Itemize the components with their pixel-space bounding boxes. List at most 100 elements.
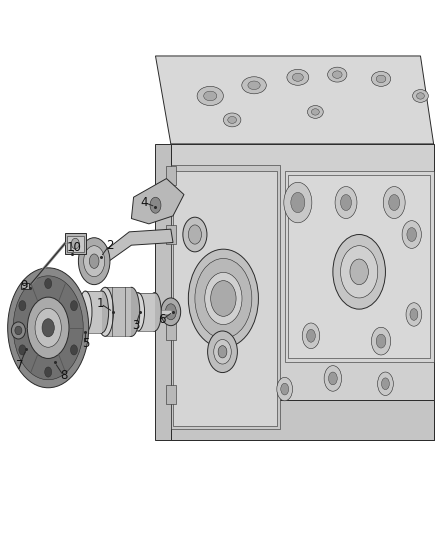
Ellipse shape [35, 308, 61, 348]
Ellipse shape [371, 71, 391, 86]
Ellipse shape [27, 297, 69, 358]
Ellipse shape [381, 378, 389, 390]
Bar [21, 283, 29, 289]
Ellipse shape [97, 287, 113, 336]
Ellipse shape [307, 106, 323, 118]
Text: 4: 4 [141, 196, 148, 209]
Ellipse shape [208, 331, 237, 373]
Ellipse shape [19, 345, 26, 355]
Ellipse shape [402, 221, 421, 248]
Text: 9: 9 [20, 279, 28, 292]
Polygon shape [288, 175, 430, 358]
Polygon shape [85, 291, 102, 333]
Ellipse shape [410, 309, 418, 320]
Ellipse shape [183, 217, 207, 252]
Ellipse shape [211, 280, 236, 316]
Polygon shape [99, 229, 173, 264]
Ellipse shape [383, 187, 405, 219]
Ellipse shape [71, 301, 78, 311]
Text: 7: 7 [16, 359, 24, 372]
Ellipse shape [218, 345, 227, 358]
Ellipse shape [150, 197, 161, 213]
Ellipse shape [378, 372, 393, 395]
Ellipse shape [78, 238, 110, 285]
Polygon shape [285, 171, 434, 362]
Ellipse shape [223, 113, 241, 127]
Ellipse shape [19, 301, 26, 311]
Text: 2: 2 [106, 239, 113, 252]
Ellipse shape [205, 272, 242, 325]
Bar [166, 166, 176, 185]
Ellipse shape [45, 367, 52, 377]
Text: 3: 3 [132, 319, 139, 332]
Bar [166, 385, 176, 404]
Ellipse shape [188, 249, 258, 348]
Ellipse shape [335, 187, 357, 219]
Polygon shape [105, 287, 131, 336]
Ellipse shape [148, 293, 161, 331]
Ellipse shape [293, 74, 304, 82]
Ellipse shape [228, 117, 237, 124]
Bar [166, 321, 176, 340]
Ellipse shape [197, 86, 223, 106]
Ellipse shape [376, 75, 386, 83]
Ellipse shape [328, 372, 337, 385]
Text: 8: 8 [60, 369, 67, 382]
Ellipse shape [13, 276, 83, 379]
Ellipse shape [287, 69, 309, 85]
Ellipse shape [341, 195, 352, 211]
Ellipse shape [332, 71, 342, 78]
Ellipse shape [131, 293, 145, 331]
Ellipse shape [413, 90, 428, 102]
Polygon shape [131, 179, 184, 224]
Ellipse shape [214, 340, 231, 364]
Ellipse shape [277, 377, 293, 401]
FancyBboxPatch shape [65, 233, 86, 254]
Polygon shape [173, 171, 277, 426]
Bar [67, 236, 84, 252]
Ellipse shape [195, 259, 252, 338]
Ellipse shape [302, 323, 320, 349]
Ellipse shape [417, 93, 424, 99]
Ellipse shape [71, 345, 78, 355]
Ellipse shape [328, 67, 347, 82]
Ellipse shape [188, 225, 201, 244]
Ellipse shape [350, 259, 368, 285]
Ellipse shape [79, 291, 92, 333]
Ellipse shape [84, 246, 105, 277]
Text: 1: 1 [97, 297, 105, 310]
Ellipse shape [95, 291, 109, 333]
Ellipse shape [7, 268, 88, 388]
Ellipse shape [284, 182, 312, 223]
Ellipse shape [42, 319, 54, 337]
Ellipse shape [376, 334, 386, 348]
Ellipse shape [242, 77, 266, 94]
Ellipse shape [45, 278, 52, 289]
Ellipse shape [71, 238, 79, 249]
Ellipse shape [311, 109, 319, 115]
Polygon shape [171, 400, 434, 440]
Ellipse shape [161, 298, 180, 326]
Bar [166, 225, 176, 244]
Ellipse shape [204, 91, 217, 101]
Polygon shape [171, 165, 280, 429]
Ellipse shape [371, 327, 391, 355]
Polygon shape [155, 56, 434, 144]
Text: 10: 10 [67, 241, 82, 254]
Ellipse shape [281, 383, 289, 395]
Polygon shape [138, 293, 155, 331]
Ellipse shape [406, 303, 422, 326]
Ellipse shape [324, 366, 342, 391]
Ellipse shape [340, 246, 378, 298]
Ellipse shape [407, 228, 417, 241]
Ellipse shape [248, 81, 260, 90]
Polygon shape [155, 144, 171, 440]
Ellipse shape [307, 329, 315, 342]
Text: 6: 6 [158, 313, 166, 326]
Text: 5: 5 [82, 337, 89, 350]
Ellipse shape [291, 192, 305, 213]
Circle shape [11, 322, 25, 339]
Ellipse shape [123, 287, 140, 336]
Polygon shape [171, 144, 434, 440]
Ellipse shape [89, 254, 99, 269]
